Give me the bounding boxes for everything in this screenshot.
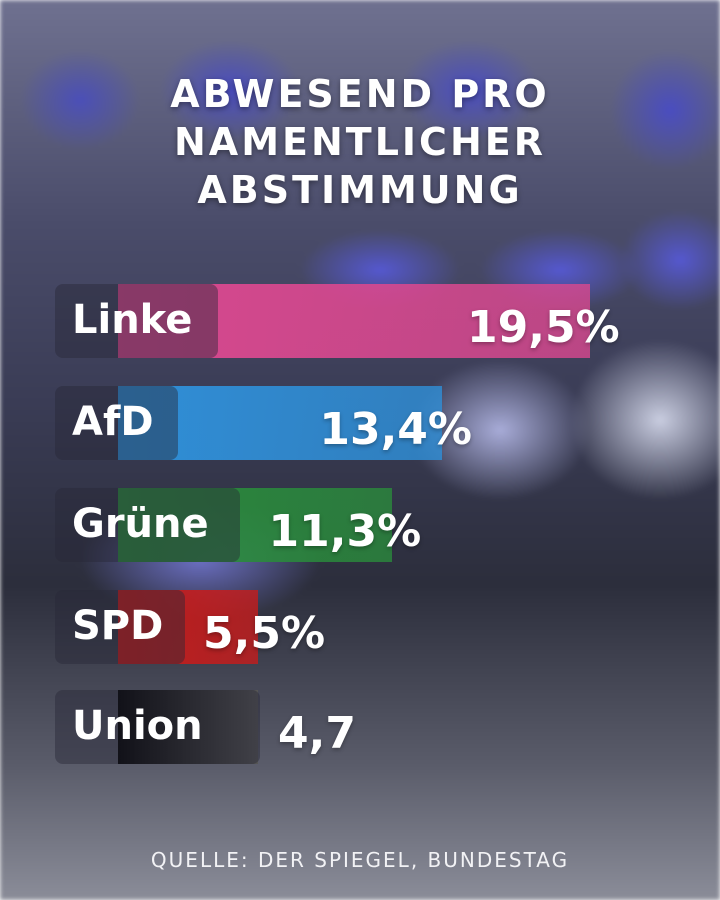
- label-box: [55, 488, 240, 562]
- value-label: 4,7: [278, 708, 356, 759]
- bar-row: AfD 13,4%: [0, 386, 720, 460]
- label-box: [55, 590, 185, 664]
- category-label: Grüne: [72, 501, 209, 547]
- bar-row: Grüne 11,3%: [0, 488, 720, 562]
- bar: [118, 284, 590, 358]
- bar: [118, 488, 392, 562]
- label-box: [55, 690, 260, 764]
- label-box: [55, 284, 218, 358]
- value-label: 13,4%: [319, 404, 472, 455]
- value-label: 19,5%: [467, 302, 620, 353]
- bar: [118, 386, 443, 460]
- bar-row: Union 4,7: [0, 690, 720, 764]
- category-label: AfD: [72, 399, 154, 445]
- bar-row: SPD 5,5%: [0, 590, 720, 664]
- category-label: SPD: [72, 603, 164, 649]
- bar: [118, 690, 258, 764]
- title-line: ABWESEND PRO: [170, 72, 550, 116]
- bar: [118, 590, 258, 664]
- title-line: NAMENTLICHER: [174, 120, 546, 164]
- bar-row: Linke 19,5%: [0, 284, 720, 358]
- source-note: QUELLE: DER SPIEGEL, BUNDESTAG: [150, 848, 570, 872]
- value-label: 5,5%: [203, 608, 326, 659]
- category-label: Linke: [72, 297, 193, 343]
- title-line: ABSTIMMUNG: [197, 168, 523, 212]
- label-box: [55, 386, 178, 460]
- chart-title: ABWESEND PRO NAMENTLICHER ABSTIMMUNG: [0, 70, 720, 214]
- category-label: Union: [72, 703, 203, 749]
- value-label: 11,3%: [268, 506, 422, 557]
